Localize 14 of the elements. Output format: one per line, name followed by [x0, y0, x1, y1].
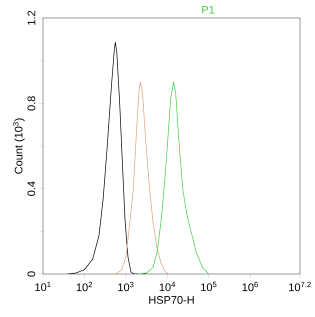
x-tick-label: 10$^{7.2}$: [289, 282, 311, 292]
x-tick-label: 10$^{2}$: [76, 282, 92, 292]
y-tick-label: 0.4: [27, 181, 36, 196]
y-axis-title: Count (10$^{3}$): [13, 118, 25, 174]
x-tick-label: 10$^{5}$: [201, 282, 216, 292]
x-tick-label: 10$^{1}$: [35, 282, 51, 292]
x-tick-label: 10$^{6}$: [242, 282, 258, 292]
y-tick-label: 1.2: [28, 10, 36, 25]
x-tick-label: 10$^{3}$: [118, 282, 134, 292]
x-axis-title: HSP70-H: [149, 296, 194, 304]
text: P1: [202, 6, 214, 14]
y-tick-label: 0.8: [27, 96, 36, 111]
x-tick-label: 10$^{4}$: [160, 282, 176, 292]
y-tick-label: 0: [27, 271, 36, 277]
